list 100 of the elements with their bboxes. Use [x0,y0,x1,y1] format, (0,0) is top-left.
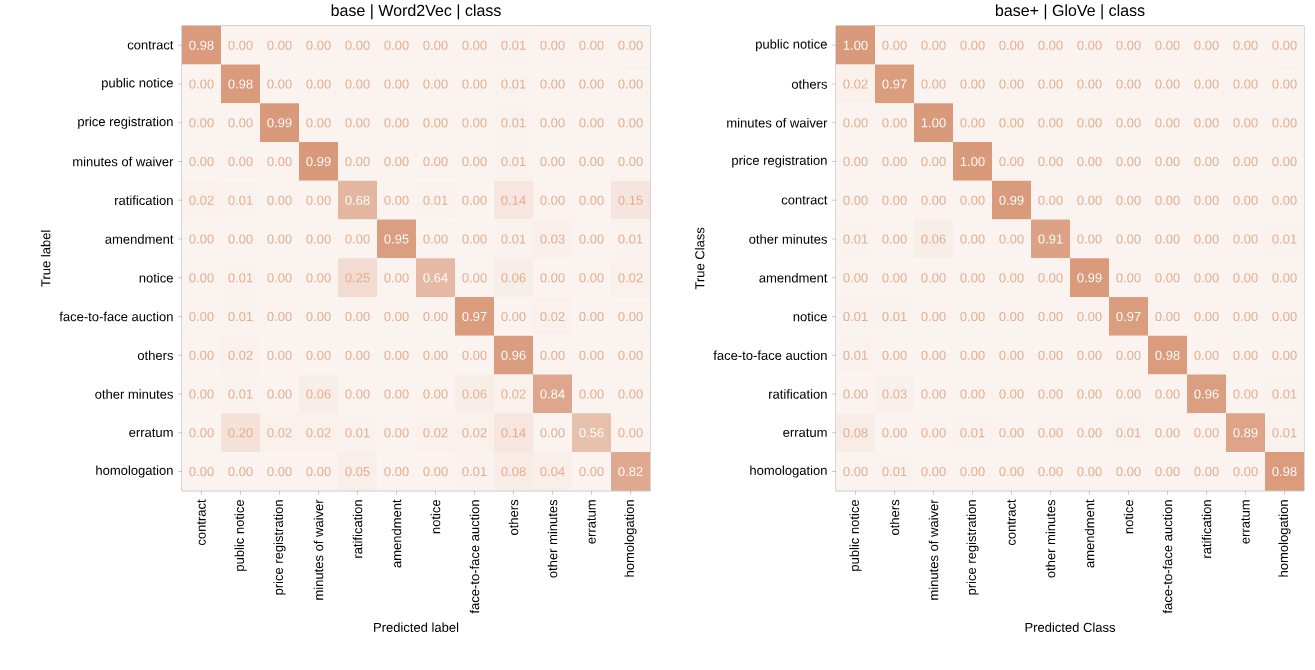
data-label: 0.01 [462,466,487,477]
data-label: 0.98 [189,40,214,50]
data-label: 0.03 [882,389,907,399]
data-label: 0.00 [882,273,907,283]
data-label: 0.00 [1194,40,1219,50]
data-label: 0.00 [228,156,253,167]
x-tick-label: others [508,499,519,536]
data-label: 0.01 [843,234,868,244]
data-label: 0.00 [1272,156,1297,167]
data-label: 0.00 [345,156,370,167]
data-label: 0.02 [189,195,214,205]
data-label: 0.00 [1272,273,1297,283]
data-label: 0.02 [540,311,565,322]
data-label: 0.00 [1233,79,1258,89]
y-tick-label: minutes of waiver [73,156,174,167]
data-label: 0.00 [306,273,331,283]
data-label: 0.00 [843,466,868,477]
data-label: 0.00 [1194,79,1219,89]
y-tick-label: price registration [78,116,173,129]
x-tick-label: erratum [1241,500,1250,544]
data-label: 0.00 [579,466,604,477]
data-label: 0.01 [1272,389,1297,399]
data-label: 0.00 [345,350,370,360]
x-tick-label: notice [430,500,441,534]
x-tick-label: others [889,499,900,536]
data-label: 0.00 [618,40,643,50]
data-label: 0.84 [540,389,565,399]
data-label: 0.00 [189,79,214,89]
data-label: 0.00 [345,234,370,244]
data-label: 0.00 [189,234,214,244]
data-label: 0.00 [1194,156,1219,167]
x-tick-label: notice [1123,500,1134,534]
data-label: 0.00 [423,466,448,477]
data-label: 0.00 [306,311,331,322]
data-label: 0.00 [1194,466,1219,477]
data-label: 0.02 [462,428,487,438]
data-label: 0.00 [189,350,214,360]
y-tick-label: contract [781,196,828,205]
data-label: 0.01 [882,466,907,477]
data-label: 0.00 [267,156,292,167]
data-label: 0.00 [423,234,448,244]
data-label: 0.00 [999,234,1024,244]
data-label: 0.00 [1155,311,1180,322]
y-tick-label: price registration [732,155,827,168]
x-tick-label: other minutes [1045,499,1056,578]
data-label: 0.00 [579,273,604,283]
data-label: 0.00 [1038,466,1063,477]
data-label: 0.00 [579,156,604,167]
data-label: 0.00 [189,273,214,283]
data-label: 0.25 [345,273,370,283]
data-label: 0.00 [540,195,565,205]
data-label: 0.00 [579,389,604,399]
data-label: 0.00 [999,40,1024,50]
y-tick-label: erratum [783,428,827,438]
data-label: 0.00 [1038,195,1063,205]
data-label: 0.00 [462,118,487,128]
data-label: 0.00 [1116,273,1141,283]
data-label: 0.00 [384,273,409,283]
data-label: 0.00 [345,118,370,128]
data-label: 0.00 [960,234,985,244]
data-label: 0.02 [267,428,292,438]
data-label: 0.00 [1272,118,1297,128]
data-label: 0.00 [960,118,985,128]
data-label: 0.01 [228,195,253,205]
data-label: 0.96 [1194,389,1219,399]
data-label: 0.00 [1038,389,1063,399]
data-label: 0.01 [228,311,253,322]
x-tick-label: minutes of waiver [928,499,939,600]
data-label: 0.00 [999,389,1024,399]
data-label: 0.00 [1194,350,1219,360]
data-label: 0.00 [1155,118,1180,128]
data-label: 0.01 [501,118,526,128]
data-label: 0.06 [501,273,526,283]
data-label: 0.01 [1116,428,1141,438]
data-label: 0.00 [921,273,946,283]
data-label: 0.00 [540,40,565,50]
data-label: 0.95 [384,234,409,244]
data-label: 0.00 [1077,40,1102,50]
data-label: 0.00 [1038,156,1063,167]
data-label: 0.00 [1077,350,1102,360]
data-label: 0.01 [501,79,526,89]
data-label: 0.00 [1116,234,1141,244]
data-label: 0.00 [1272,40,1297,50]
data-label: 0.00 [384,311,409,322]
data-label: 0.00 [384,428,409,438]
data-label: 0.00 [1038,118,1063,128]
data-label: 0.00 [579,311,604,322]
data-label: 0.01 [843,311,868,322]
y-tick-label: public notice [102,78,173,91]
data-label: 0.00 [462,79,487,89]
data-label: 0.00 [1155,273,1180,283]
data-label: 0.00 [1077,79,1102,89]
data-label: 0.00 [960,40,985,50]
data-label: 0.00 [462,273,487,283]
y-tick-label: public notice [756,39,827,52]
chart-title: base+ | GloVe | class [995,4,1145,20]
y-tick-label: face-to-face auction [713,350,827,361]
data-label: 0.00 [1233,389,1258,399]
data-label: 0.00 [882,428,907,438]
data-label: 0.00 [228,118,253,128]
